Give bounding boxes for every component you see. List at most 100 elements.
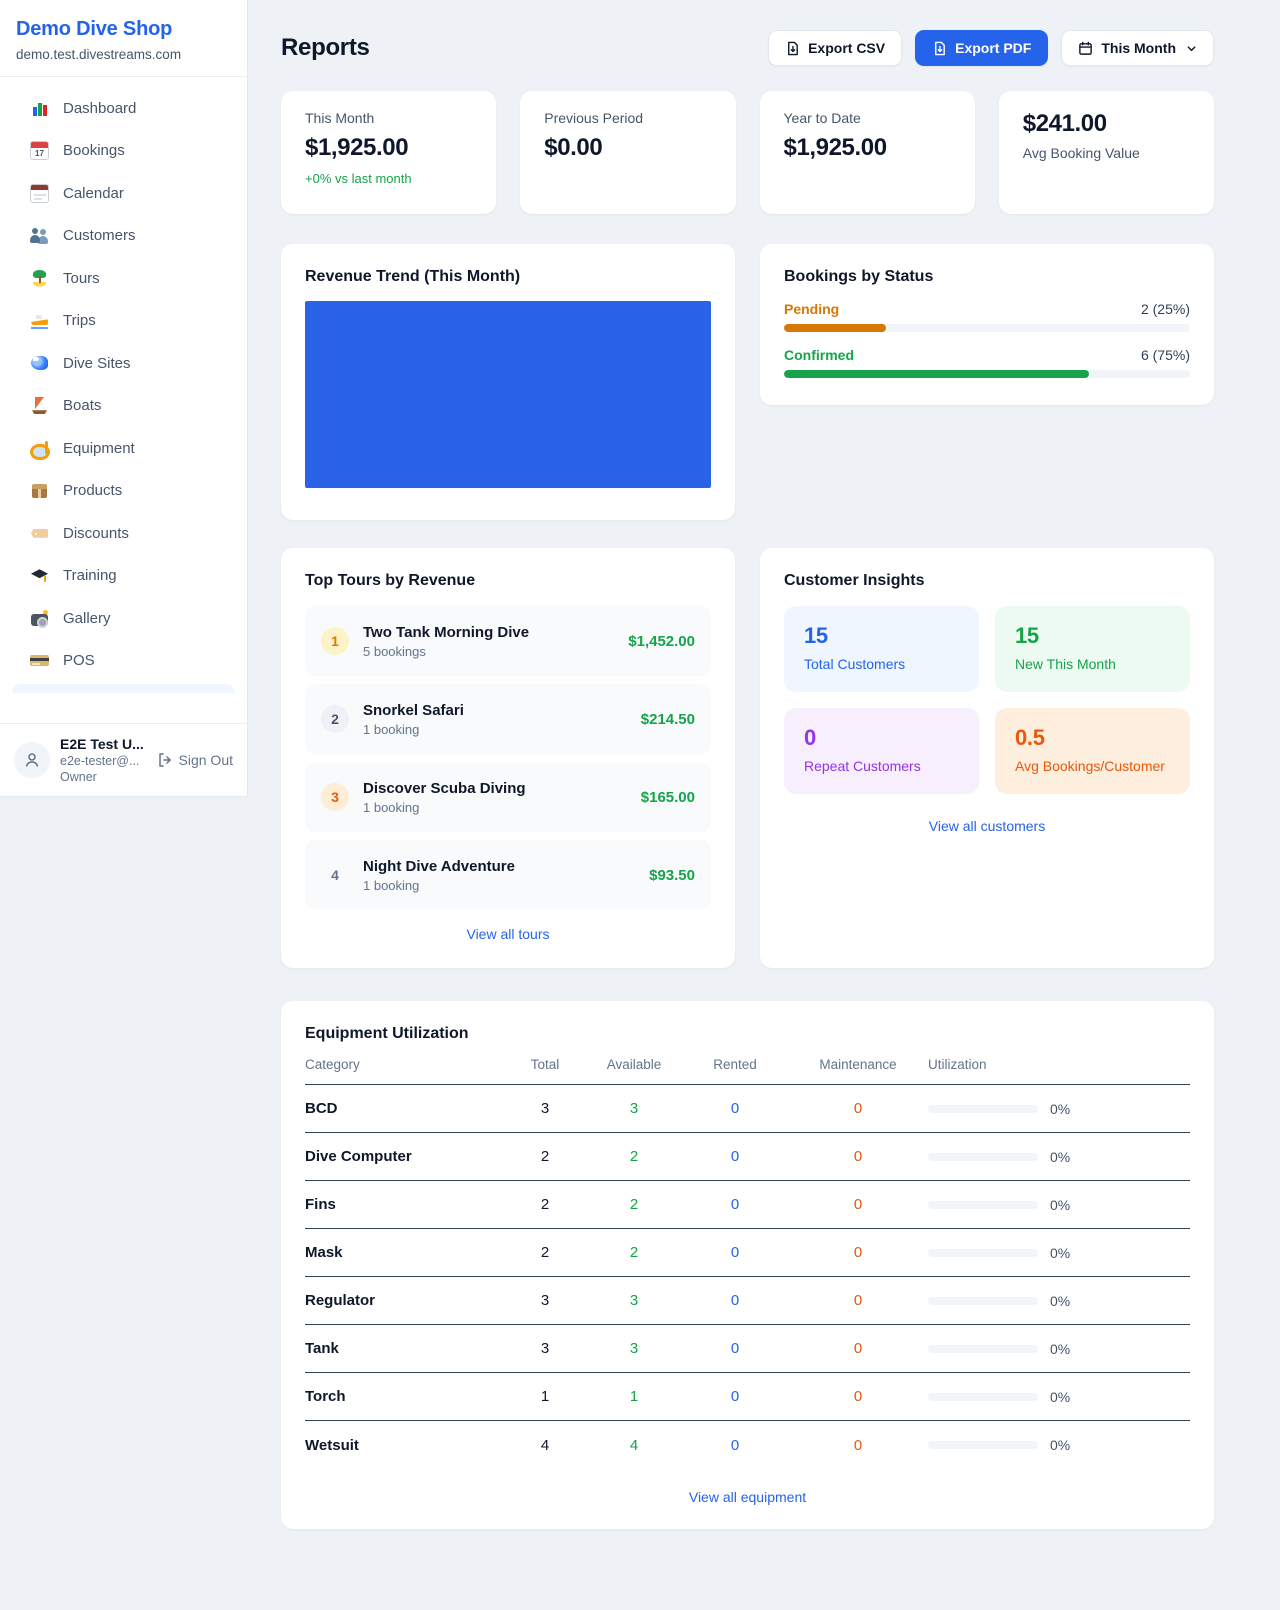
header-actions: Export CSV Export PDF This Month [768, 30, 1214, 66]
tour-rank-badge: 1 [321, 627, 349, 655]
view-all-equipment-link[interactable]: View all equipment [688, 1489, 807, 1505]
sidebar-item-icon [30, 524, 49, 543]
sidebar-item-label: Gallery [63, 609, 111, 627]
col-utilization: Utilization [928, 1057, 987, 1072]
chevron-down-icon [1187, 45, 1196, 51]
customer-insights-card: Customer Insights 15 Total Customers 15 … [760, 548, 1214, 968]
sidebar-item-reports-selected[interactable] [12, 684, 235, 693]
insight-tiles: 15 Total Customers 15 New This Month 0 R… [784, 606, 1190, 794]
equipment-maintenance: 0 [853, 1244, 863, 1261]
utilization-percent: 0% [1050, 1292, 1071, 1309]
mid-row: Top Tours by Revenue 1 Two Tank Morning … [281, 548, 1214, 968]
user-name: E2E Test U... [60, 736, 144, 752]
equipment-utilization-title: Equipment Utilization [305, 1025, 469, 1042]
shop-name[interactable]: Demo Dive Shop [16, 18, 173, 40]
equipment-total: 1 [540, 1388, 550, 1405]
table-row: Regulator 3 3 0 0 0% [305, 1277, 1190, 1325]
sidebar-item[interactable]: Tours [0, 257, 247, 300]
sidebar-item[interactable]: Products [0, 470, 247, 513]
view-all-customers-link[interactable]: View all customers [928, 818, 1046, 834]
col-available: Available [606, 1057, 662, 1072]
utilization-percent: 0% [1050, 1388, 1071, 1405]
col-total: Total [530, 1057, 560, 1072]
equipment-category: Tank [305, 1340, 339, 1357]
utilization-bar-track [928, 1296, 1038, 1305]
export-pdf-button[interactable]: Export PDF [915, 30, 1049, 66]
period-dropdown[interactable]: This Month [1061, 30, 1214, 66]
insight-tile: 0.5 Avg Bookings/Customer [995, 708, 1190, 794]
view-all-tours-link[interactable]: View all tours [466, 926, 550, 942]
calendar-button-icon [1079, 41, 1093, 55]
sidebar-item[interactable]: Bookings [0, 130, 247, 173]
tour-row: 2 Snorkel Safari 1 booking $214.50 [305, 684, 711, 754]
equipment-available: 4 [629, 1436, 639, 1454]
stat-value: $0.00 [544, 134, 603, 161]
utilization-percent: 0% [1050, 1196, 1071, 1213]
equipment-total: 2 [540, 1148, 550, 1165]
equipment-rented: 0 [730, 1100, 740, 1117]
table-row: Wetsuit 4 4 0 0 0% [305, 1421, 1190, 1469]
equipment-total: 2 [540, 1244, 550, 1261]
status-count: 2 (25%) [1140, 301, 1190, 317]
utilization-percent: 0% [1050, 1437, 1071, 1453]
equipment-category: Regulator [305, 1292, 376, 1309]
utilization-percent: 0% [1050, 1148, 1071, 1165]
tour-rows: 1 Two Tank Morning Dive 5 bookings $1,45… [305, 606, 711, 910]
status-rows: Pending 2 (25%) Confirmed 6 (75%) [784, 301, 1190, 378]
tour-revenue: $1,452.00 [628, 632, 695, 650]
sidebar-item-label: Customers [63, 227, 136, 245]
utilization-bar-track [928, 1441, 1038, 1449]
customer-insights-title: Customer Insights [784, 572, 925, 589]
sidebar-item-icon [30, 608, 49, 628]
sidebar-item[interactable]: Dive Sites [0, 342, 247, 385]
sidebar-item-label: Dashboard [63, 99, 137, 117]
insight-value: 15 [1015, 623, 1039, 648]
status-count: 6 (75%) [1140, 347, 1190, 363]
export-pdf-icon [935, 41, 945, 55]
sidebar-header: Demo Dive Shop demo.test.divestreams.com [0, 0, 247, 77]
insight-tile: 0 Repeat Customers [784, 708, 979, 794]
sidebar-item[interactable]: Equipment [0, 427, 247, 470]
status-bar-track [784, 324, 1190, 332]
tour-row: 3 Discover Scuba Diving 1 booking $165.0… [305, 762, 711, 832]
sidebar-item[interactable]: Gallery [0, 597, 247, 640]
sidebar-item-icon [30, 141, 49, 161]
equipment-maintenance: 0 [853, 1340, 863, 1357]
equipment-rented: 0 [730, 1148, 740, 1165]
sidebar-item[interactable]: Trips [0, 300, 247, 343]
sidebar-item[interactable]: POS [0, 640, 247, 683]
table-row: Torch 1 1 0 0 0% [305, 1373, 1190, 1421]
tour-bookings: 5 bookings [363, 643, 426, 659]
equipment-category: Fins [305, 1196, 336, 1213]
sidebar-item-icon [30, 311, 49, 331]
sign-out-button[interactable]: Sign Out [157, 752, 233, 768]
stat-card: Avg Booking Value $241.00 [998, 91, 1214, 214]
bookings-by-status-title: Bookings by Status [784, 268, 934, 285]
sidebar-item[interactable]: Calendar [0, 172, 247, 215]
period-label: This Month [1101, 40, 1176, 56]
equipment-available: 2 [629, 1148, 639, 1165]
sidebar-item-label: Bookings [63, 142, 125, 160]
sidebar-item[interactable]: Training [0, 555, 247, 598]
tour-row: 4 Night Dive Adventure 1 booking $93.50 [305, 840, 711, 910]
equipment-maintenance: 0 [853, 1292, 863, 1309]
sidebar-item-label: Products [63, 482, 123, 500]
insight-value: 0.5 [1015, 725, 1045, 750]
sidebar-user-footer: E2E Test U... e2e-tester@... Owner Sign … [0, 723, 247, 796]
tour-revenue: $93.50 [649, 866, 695, 884]
equipment-available: 3 [629, 1340, 639, 1357]
status-label: Pending [784, 301, 840, 317]
equipment-total: 2 [540, 1196, 550, 1213]
utilization-percent: 0% [1050, 1100, 1071, 1117]
sidebar-item[interactable]: Discounts [0, 512, 247, 555]
export-csv-button[interactable]: Export CSV [768, 30, 903, 66]
sidebar-item[interactable]: Dashboard [0, 87, 247, 130]
sidebar-item-icon [30, 396, 49, 415]
user-email: e2e-tester@... [60, 754, 140, 768]
sidebar-item[interactable]: Boats [0, 385, 247, 428]
insight-value: 0 [804, 725, 816, 750]
utilization-bar-track [928, 1200, 1038, 1209]
tour-revenue: $214.50 [640, 710, 695, 728]
sidebar-item[interactable]: Customers [0, 215, 247, 258]
equipment-maintenance: 0 [853, 1388, 863, 1405]
